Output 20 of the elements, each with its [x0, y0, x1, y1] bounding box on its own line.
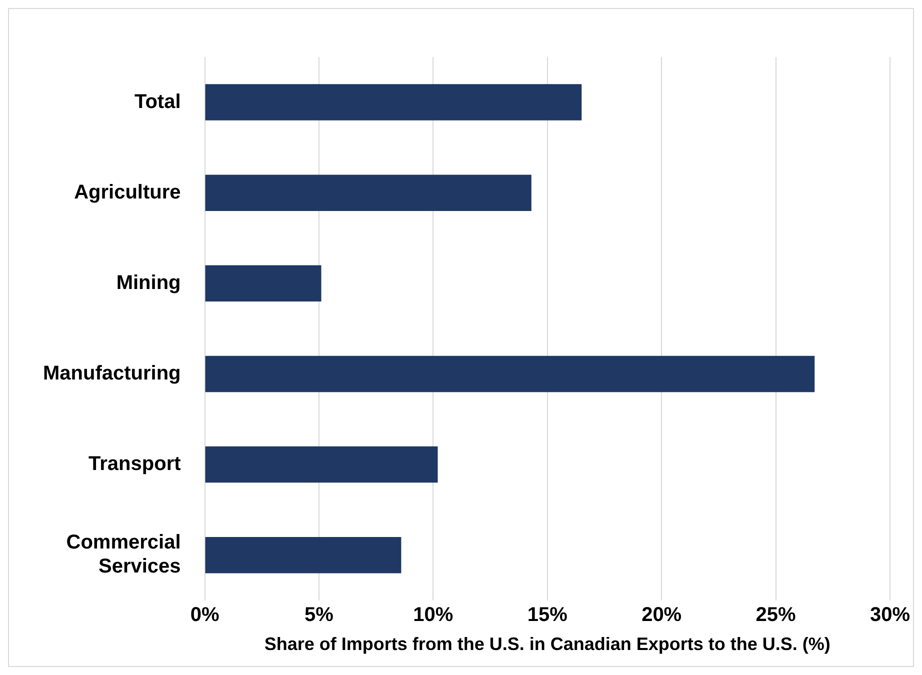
- x-tick-label: 15%: [527, 604, 568, 626]
- x-tick-label: 10%: [413, 604, 454, 626]
- x-tick-label: 0%: [190, 604, 220, 626]
- x-tick-label: 20%: [642, 604, 682, 626]
- bar: [205, 446, 438, 483]
- y-tick-label: Total: [134, 90, 181, 113]
- y-tick-label: Transport: [88, 453, 182, 476]
- y-tick-label: Mining: [116, 272, 181, 294]
- x-axis-title: Share of Imports from the U.S. in Canadian Exports to the U.S. (%): [264, 634, 830, 654]
- x-tick-label: 5%: [304, 604, 334, 626]
- bar: [205, 356, 815, 392]
- bar: [205, 84, 582, 120]
- x-tick-label: 25%: [756, 604, 796, 626]
- y-tick-label: Commercial Services: [66, 532, 181, 578]
- bar: [205, 174, 532, 211]
- y-tick-label: Agriculture: [74, 181, 181, 204]
- x-tick-label: 30%: [870, 604, 910, 626]
- bar: [205, 537, 402, 574]
- y-tick-label: Manufacturing: [42, 362, 181, 384]
- bar: [205, 265, 322, 302]
